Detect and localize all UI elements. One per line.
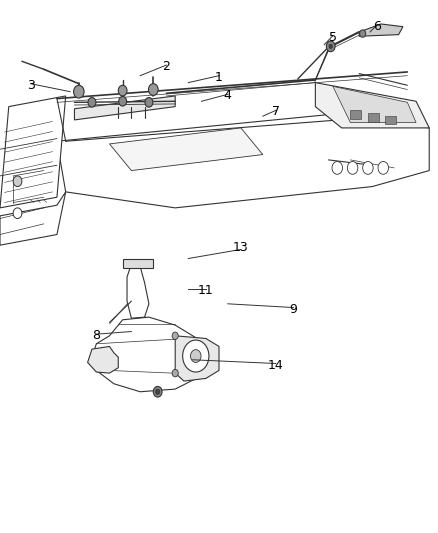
Circle shape xyxy=(145,98,153,107)
Polygon shape xyxy=(0,96,66,208)
Circle shape xyxy=(360,30,366,37)
Text: 1: 1 xyxy=(215,71,223,84)
Text: 7: 7 xyxy=(272,106,280,118)
Polygon shape xyxy=(350,110,361,119)
Polygon shape xyxy=(385,116,396,124)
Circle shape xyxy=(119,96,127,106)
Text: 14: 14 xyxy=(268,359,284,372)
Circle shape xyxy=(148,84,158,95)
Polygon shape xyxy=(92,317,206,392)
Polygon shape xyxy=(123,259,153,268)
Circle shape xyxy=(74,85,84,98)
Circle shape xyxy=(326,41,335,52)
Circle shape xyxy=(183,340,209,372)
Text: 8: 8 xyxy=(92,329,100,342)
Polygon shape xyxy=(74,96,175,120)
Circle shape xyxy=(329,44,332,49)
Polygon shape xyxy=(110,128,263,171)
Polygon shape xyxy=(359,24,403,36)
Text: 13: 13 xyxy=(233,241,249,254)
Polygon shape xyxy=(0,192,66,245)
Circle shape xyxy=(172,369,178,377)
Text: 9: 9 xyxy=(290,303,297,316)
Circle shape xyxy=(363,161,373,174)
Text: 2: 2 xyxy=(162,60,170,73)
Text: 3: 3 xyxy=(27,79,35,92)
Text: 6: 6 xyxy=(373,20,381,33)
Text: 11: 11 xyxy=(198,284,214,297)
Polygon shape xyxy=(368,113,379,122)
Circle shape xyxy=(332,161,343,174)
Circle shape xyxy=(88,98,96,107)
Polygon shape xyxy=(88,346,118,373)
Circle shape xyxy=(153,386,162,397)
Text: 5: 5 xyxy=(329,31,337,44)
Circle shape xyxy=(378,161,389,174)
Polygon shape xyxy=(57,115,429,208)
Circle shape xyxy=(155,389,160,394)
Circle shape xyxy=(191,350,201,362)
Circle shape xyxy=(172,332,178,340)
Circle shape xyxy=(347,161,358,174)
Circle shape xyxy=(118,85,127,96)
Polygon shape xyxy=(315,83,429,128)
Polygon shape xyxy=(333,86,416,123)
Text: 4: 4 xyxy=(224,90,232,102)
Polygon shape xyxy=(175,336,219,381)
Circle shape xyxy=(13,176,22,187)
Polygon shape xyxy=(127,264,149,318)
Circle shape xyxy=(13,208,22,219)
